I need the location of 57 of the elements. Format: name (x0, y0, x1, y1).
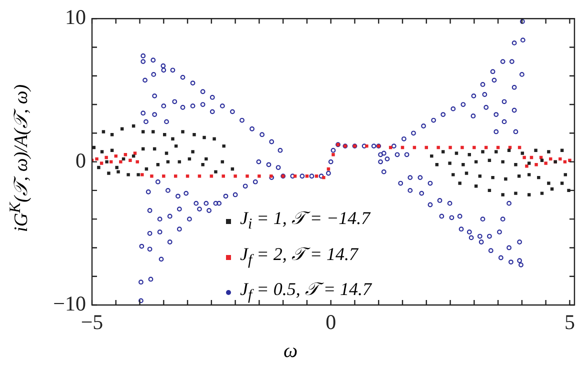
point (518, 146, 522, 150)
point (332, 153, 335, 156)
point (128, 158, 132, 162)
point (496, 146, 500, 150)
legend-label: J$_{i}$ = 1, 𝒯 = −14.7 (240, 207, 370, 235)
point (484, 146, 488, 150)
point (246, 174, 249, 178)
point (472, 146, 476, 150)
point (412, 146, 416, 150)
point (522, 156, 526, 160)
point (539, 156, 543, 160)
point (210, 174, 214, 178)
point (436, 146, 440, 150)
point (293, 174, 297, 178)
point (424, 146, 428, 150)
point (114, 154, 118, 158)
point (326, 167, 330, 171)
point (119, 160, 122, 164)
point (448, 146, 452, 150)
x-tick-label: 0 (326, 310, 336, 334)
point (174, 174, 178, 178)
point (388, 146, 392, 150)
point (534, 163, 538, 166)
point (314, 174, 318, 178)
point (136, 160, 139, 164)
legend-label: J$_{f}$ = 0.5, 𝒯 = 14.7 (240, 278, 372, 306)
point (400, 146, 404, 150)
point (548, 157, 552, 161)
point (563, 160, 567, 164)
point (140, 173, 144, 176)
point (544, 162, 548, 165)
point (162, 174, 166, 178)
point (100, 162, 104, 165)
point (234, 174, 237, 178)
point (198, 174, 202, 178)
point (104, 156, 108, 160)
point (258, 174, 261, 178)
point (530, 156, 534, 160)
legend-label: J$_{f}$ = 2, 𝒯 = 14.7 (240, 242, 358, 270)
point (568, 158, 572, 162)
point (110, 160, 113, 164)
point (95, 157, 98, 161)
y-tick-label: 10 (65, 5, 86, 30)
point (305, 174, 309, 178)
point (133, 152, 137, 155)
x-axis-title: ω (282, 340, 299, 363)
point (322, 176, 326, 180)
point (222, 174, 225, 178)
point (558, 157, 562, 161)
x-tick-label: 5 (564, 310, 575, 334)
y-tick-label: 0 (76, 148, 86, 172)
point (186, 174, 190, 178)
point (525, 164, 528, 168)
point (124, 153, 128, 156)
point (365, 144, 368, 148)
point (150, 174, 154, 178)
point (460, 146, 464, 150)
